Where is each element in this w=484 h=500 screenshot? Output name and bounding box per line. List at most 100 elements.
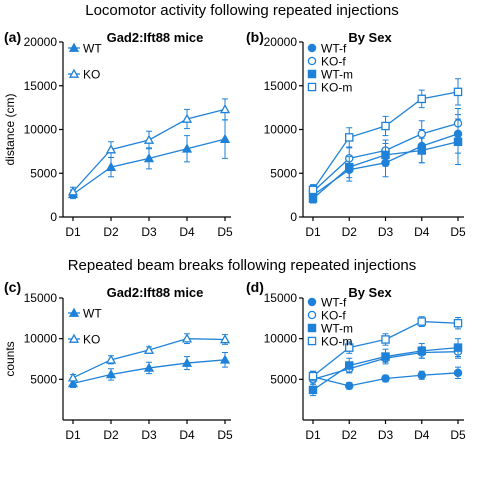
x-tick-label-b-3: D4 — [414, 225, 430, 239]
x-tick-label-a-1: D2 — [103, 225, 119, 239]
data-point-d-WT-f-1 — [344, 381, 354, 391]
data-point-c-WT-1 — [105, 369, 117, 379]
x-tick-label-b-1: D2 — [342, 225, 358, 239]
x-tick-label-c-3: D4 — [179, 428, 195, 442]
data-point-a-WT-4 — [219, 133, 231, 143]
data-point-c-WT-4 — [219, 354, 231, 364]
data-point-a-KO-4 — [219, 104, 231, 114]
data-point-c-KO-1 — [105, 354, 117, 364]
x-tick-label-d-3: D4 — [414, 428, 430, 442]
data-point-a-WT-2 — [143, 153, 155, 163]
data-point-a-WT-1 — [105, 161, 117, 171]
x-tick-label-d-2: D3 — [378, 428, 394, 442]
data-point-b-WT-m-0 — [308, 194, 318, 203]
y-tick-label-b-0: 0 — [290, 210, 297, 224]
panel-letter-b: (b) — [246, 29, 264, 45]
data-point-c-WT-3 — [181, 357, 193, 367]
data-point-b-WT-m-1 — [344, 162, 354, 172]
legend-label-b-WT-m: WT-m — [321, 68, 353, 82]
legend-marker-d-KO-f — [307, 310, 317, 320]
y-tick-label-c-2: 15000 — [24, 291, 58, 305]
x-tick-label-b-2: D3 — [378, 225, 394, 239]
y-tick-label-b-2: 10000 — [264, 123, 298, 137]
legend-label-b-WT-f: WT-f — [321, 42, 347, 56]
legend-label-d-WT-m: WT-m — [321, 322, 353, 336]
data-point-b-WT-m-3 — [417, 146, 426, 155]
chart-title-d: By Sex — [348, 285, 392, 300]
y-tick-label-b-3: 15000 — [264, 79, 298, 93]
data-point-d-WT-m-0 — [308, 385, 318, 395]
x-tick-label-a-0: D1 — [65, 225, 81, 239]
x-tick-label-c-4: D5 — [217, 428, 233, 442]
y-tick-label-d-1: 10000 — [264, 332, 298, 346]
data-point-d-KO-m-0 — [308, 371, 318, 381]
data-point-b-KO-m-0 — [308, 185, 318, 195]
data-point-c-KO-0 — [67, 372, 79, 382]
chart-title-c: Gad2:Ift88 mice — [107, 285, 204, 300]
legend-marker-b-KO-f — [307, 56, 317, 66]
data-point-c-WT-0 — [67, 378, 79, 388]
y-axis-label-a: distance (cm) — [3, 93, 17, 165]
panel-letter-a: (a) — [4, 29, 21, 45]
data-point-b-KO-f-3 — [417, 129, 426, 139]
data-point-b-WT-m-4 — [453, 137, 463, 146]
chart-title-b: By Sex — [348, 30, 392, 45]
legend-marker-c-WT — [68, 307, 80, 317]
data-point-b-KO-m-4 — [453, 87, 463, 97]
x-tick-label-b-0: D1 — [305, 225, 321, 239]
x-tick-label-d-4: D5 — [450, 428, 466, 442]
data-point-b-KO-m-1 — [344, 133, 354, 142]
x-tick-label-c-1: D2 — [103, 428, 119, 442]
y-tick-label-b-4: 20000 — [264, 35, 298, 49]
heading-locomotor: Locomotor activity following repeated in… — [85, 2, 399, 19]
legend-marker-a-KO — [68, 68, 80, 78]
data-point-c-KO-2 — [143, 344, 155, 354]
legend-marker-a-WT — [68, 42, 80, 52]
y-axis-label-c: counts — [3, 341, 17, 376]
legend-label-b-KO-m: KO-m — [321, 81, 352, 95]
y-tick-label-a-0: 0 — [50, 210, 57, 224]
legend-marker-b-WT-f — [307, 43, 317, 53]
x-tick-label-c-0: D1 — [65, 428, 81, 442]
panel-letter-c: (c) — [4, 279, 21, 295]
data-point-d-KO-m-1 — [344, 343, 354, 352]
y-tick-label-a-2: 10000 — [24, 123, 58, 137]
data-point-d-WT-m-1 — [344, 361, 354, 370]
legend-label-b-KO-f: KO-f — [321, 55, 346, 69]
data-point-a-WT-3 — [181, 143, 193, 153]
y-tick-label-b-1: 5000 — [270, 166, 297, 180]
data-point-d-WT-f-2 — [381, 374, 390, 383]
legend-label-a-KO: KO — [83, 68, 100, 82]
panel-letter-d: (d) — [246, 279, 264, 295]
y-tick-label-c-1: 10000 — [24, 332, 58, 346]
chart-title-a: Gad2:Ift88 mice — [107, 30, 204, 45]
data-point-a-KO-1 — [105, 144, 117, 154]
data-point-d-KO-m-4 — [453, 318, 463, 328]
data-point-b-KO-m-3 — [417, 94, 426, 104]
legend-marker-b-KO-m — [307, 82, 317, 92]
data-point-d-WT-m-4 — [453, 343, 463, 352]
data-point-c-KO-4 — [219, 334, 231, 344]
data-point-d-WT-f-4 — [453, 368, 463, 378]
data-point-d-KO-m-3 — [417, 317, 426, 326]
legend-label-d-KO-f: KO-f — [321, 309, 346, 323]
data-point-c-KO-3 — [181, 333, 193, 343]
legend-marker-b-WT-m — [307, 69, 317, 79]
data-point-a-KO-3 — [181, 113, 193, 123]
y-tick-label-d-2: 15000 — [264, 291, 298, 305]
legend-label-a-WT: WT — [83, 42, 102, 56]
y-tick-label-c-0: 5000 — [30, 372, 57, 386]
x-tick-label-d-1: D2 — [342, 428, 358, 442]
data-point-d-KO-m-2 — [381, 335, 390, 344]
x-tick-label-a-4: D5 — [217, 225, 233, 239]
data-point-d-WT-f-3 — [417, 371, 426, 380]
data-point-d-WT-m-3 — [417, 346, 426, 356]
x-tick-label-a-3: D4 — [179, 225, 195, 239]
x-tick-label-d-0: D1 — [305, 428, 321, 442]
y-tick-label-a-4: 20000 — [24, 35, 58, 49]
legend-marker-d-WT-m — [307, 323, 317, 333]
legend-label-d-KO-m: KO-m — [321, 335, 352, 349]
y-tick-label-d-0: 5000 — [270, 372, 297, 386]
